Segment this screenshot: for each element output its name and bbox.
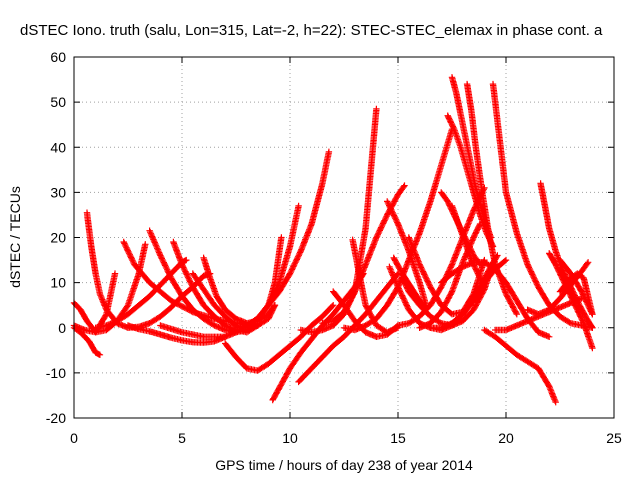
series-arc [481,326,559,406]
y-axis-label: dSTEC / TECUs [7,186,23,288]
series-arc [524,259,592,318]
plus-markers [438,259,553,340]
series-arc [556,256,596,318]
y-tick-label: 40 [50,139,66,155]
plus-markers [481,326,559,406]
series-arc [170,238,261,336]
series-arc [427,256,510,334]
plus-markers [349,236,402,336]
series-arc [222,302,337,374]
data-series [70,74,596,406]
plus-markers [297,105,380,336]
plus-markers [427,256,510,334]
chart-title: dSTEC Iono. truth (salu, Lon=315, Lat=-2… [20,22,603,39]
grid [74,57,614,418]
x-tick-label: 5 [178,430,186,446]
x-axis-label: GPS time / hours of day 238 of year 2014 [215,457,473,473]
x-axis: 0 5 10 15 20 25 [70,57,622,446]
x-tick-label: 10 [282,430,298,446]
series-arc [463,80,520,318]
y-tick-label: 10 [50,275,66,291]
series-arc [297,105,380,336]
plus-markers [556,256,596,318]
series-arc [384,198,430,309]
y-tick-label: -20 [46,410,66,426]
series-arc [349,236,402,336]
x-tick-label: 25 [606,430,622,446]
plus-markers [124,322,229,346]
plus-markers [222,302,337,374]
y-tick-label: 0 [58,320,66,336]
plus-markers [247,234,285,327]
y-axis: -20 -10 0 10 20 30 40 50 60 [46,49,614,426]
plus-markers [157,148,333,340]
plus-markers [463,80,520,318]
plus-markers [390,254,430,311]
plot-frame [73,56,615,419]
series-arc [124,322,229,346]
y-tick-label: 30 [50,184,66,200]
plus-markers [489,80,596,331]
y-tick-label: 60 [50,49,66,65]
series-arc [247,234,285,327]
x-tick-label: 15 [390,430,406,446]
series-arc [489,80,596,331]
series-arc [390,254,430,311]
y-tick-label: 50 [50,94,66,110]
plus-markers [384,198,430,309]
x-tick-label: 0 [70,430,78,446]
plus-markers [170,238,261,336]
x-tick-label: 20 [498,430,514,446]
series-arc [157,148,333,340]
y-tick-label: 20 [50,230,66,246]
plus-markers [524,259,592,318]
y-tick-label: -10 [46,365,66,381]
series-arc [438,259,553,340]
